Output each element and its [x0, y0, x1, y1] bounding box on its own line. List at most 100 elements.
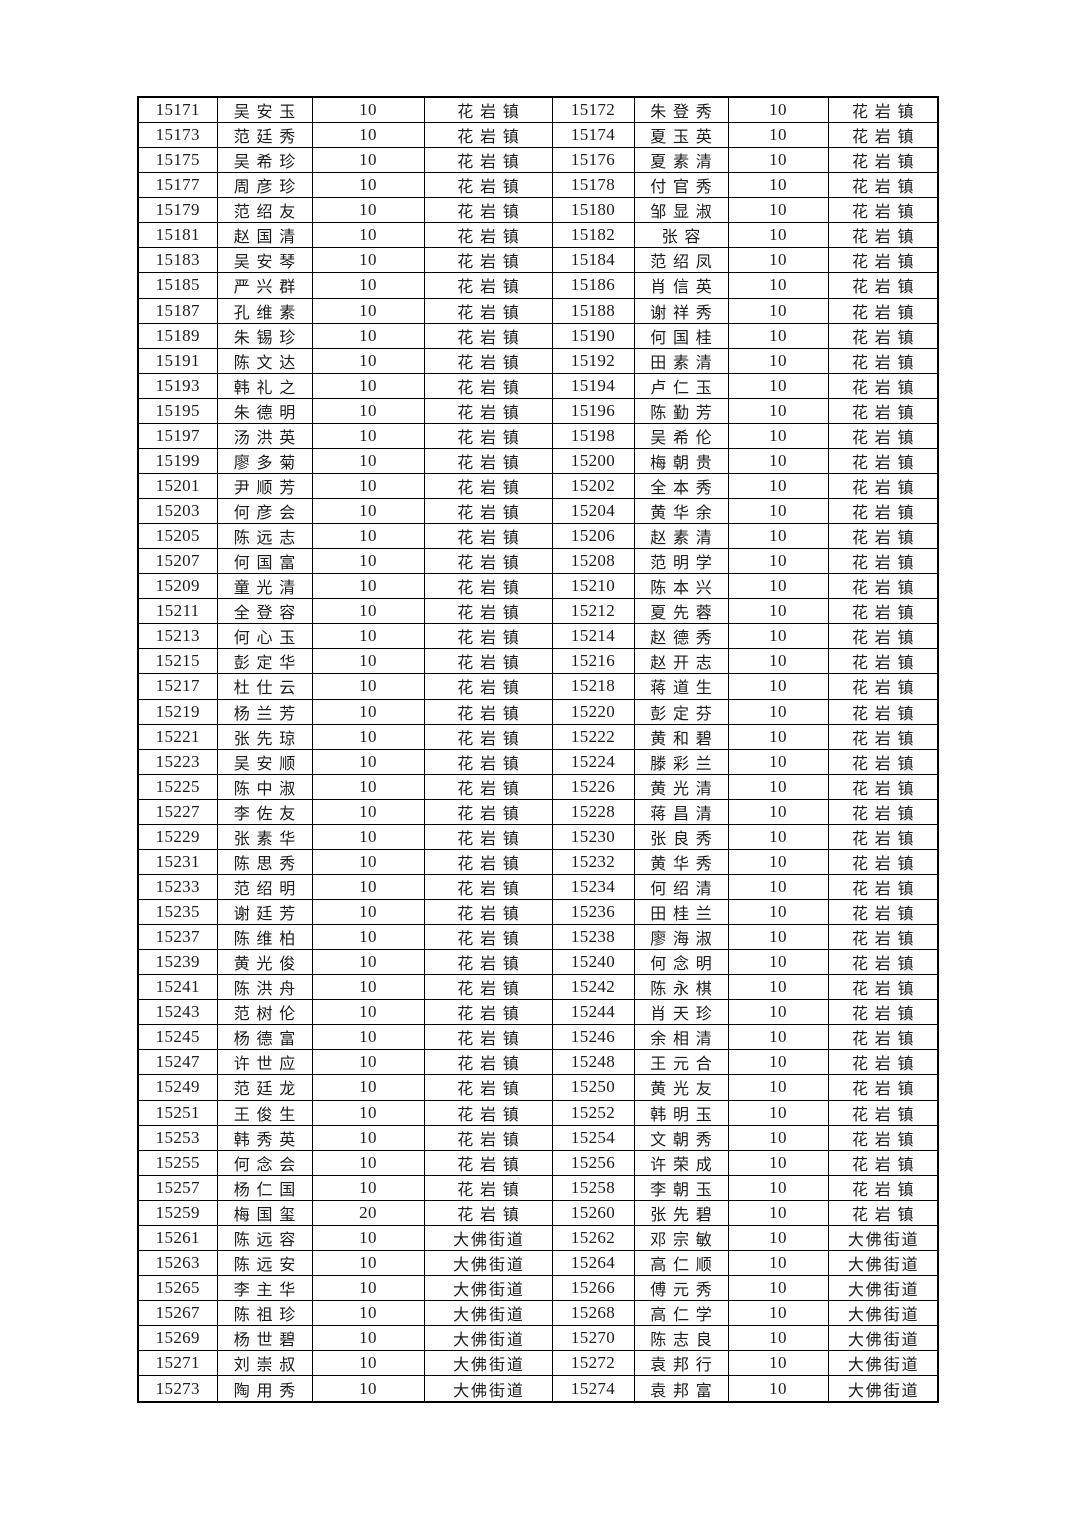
serial-cell: 15245	[137, 1024, 218, 1051]
amount-cell: 10	[727, 949, 829, 976]
name-cell: 何国桂	[633, 322, 729, 349]
name-cell: 陈洪舟	[216, 974, 313, 1001]
amount-cell: 10	[727, 147, 829, 174]
amount-cell: 10	[727, 1149, 829, 1176]
amount-cell: 10	[311, 1174, 425, 1201]
serial-cell: 15185	[137, 272, 218, 299]
amount-cell: 10	[727, 1174, 829, 1201]
amount-cell: 10	[727, 899, 829, 926]
serial-cell: 15242	[551, 974, 635, 1001]
table-row: 15233 范绍明 10 花岩镇 15234 何绍清 10 花岩镇	[137, 873, 939, 901]
amount-cell: 10	[727, 397, 829, 424]
town-cell: 花岩镇	[423, 1174, 553, 1201]
town-cell: 花岩镇	[423, 297, 553, 324]
name-cell: 孔维素	[216, 297, 313, 324]
amount-cell: 10	[727, 1124, 829, 1151]
amount-cell: 10	[727, 698, 829, 725]
table-row: 15215 彭定华 10 花岩镇 15216 赵开志 10 花岩镇	[137, 648, 939, 675]
serial-cell: 15222	[551, 723, 635, 750]
serial-cell: 15269	[137, 1325, 218, 1352]
serial-cell: 15251	[137, 1099, 218, 1126]
serial-cell: 15174	[551, 122, 635, 149]
name-cell: 何国富	[216, 548, 313, 575]
serial-cell: 15181	[137, 222, 218, 249]
amount-cell: 10	[727, 422, 829, 449]
serial-cell: 15214	[551, 623, 635, 650]
serial-cell: 15229	[137, 823, 218, 850]
amount-cell: 10	[311, 848, 425, 875]
table-row: 15209 童光清 10 花岩镇 15210 陈本兴 10 花岩镇	[137, 573, 939, 600]
amount-cell: 10	[311, 1124, 425, 1151]
name-cell: 范树伦	[216, 999, 313, 1026]
name-cell: 张先琼	[216, 723, 313, 750]
amount-cell: 10	[727, 748, 829, 775]
name-cell: 田桂兰	[633, 899, 729, 926]
name-cell: 何念会	[216, 1149, 313, 1176]
name-cell: 陈中淑	[216, 773, 313, 800]
amount-cell: 10	[727, 197, 829, 224]
table-row: 15181 赵国清 10 花岩镇 15182 张容 10 花岩镇	[137, 222, 939, 249]
amount-cell: 10	[311, 347, 425, 374]
town-cell: 花岩镇	[423, 648, 553, 675]
serial-cell: 15249	[137, 1074, 218, 1101]
name-cell: 韩明玉	[633, 1099, 729, 1126]
town-cell: 花岩镇	[423, 122, 553, 149]
amount-cell: 10	[727, 1224, 829, 1251]
town-cell: 花岩镇	[827, 798, 939, 825]
town-cell: 花岩镇	[827, 999, 939, 1026]
town-cell: 花岩镇	[827, 96, 939, 124]
name-cell: 许世应	[216, 1049, 313, 1076]
name-cell: 范绍友	[216, 197, 313, 224]
serial-cell: 15228	[551, 798, 635, 825]
name-cell: 陈远容	[216, 1224, 313, 1251]
town-cell: 花岩镇	[423, 598, 553, 625]
amount-cell: 10	[311, 1049, 425, 1076]
serial-cell: 15179	[137, 197, 218, 224]
town-cell: 大佛街道	[827, 1375, 939, 1403]
town-cell: 大佛街道	[827, 1350, 939, 1377]
amount-cell: 10	[311, 197, 425, 224]
town-cell: 花岩镇	[423, 96, 553, 124]
amount-cell: 10	[311, 773, 425, 800]
town-cell: 花岩镇	[827, 1049, 939, 1076]
amount-cell: 10	[727, 1274, 829, 1302]
amount-cell: 10	[727, 472, 829, 500]
town-cell: 花岩镇	[423, 447, 553, 474]
town-cell: 花岩镇	[827, 498, 939, 525]
amount-cell: 10	[727, 773, 829, 800]
name-cell: 蒋昌清	[633, 798, 729, 825]
amount-cell: 10	[311, 598, 425, 625]
serial-cell: 15171	[137, 96, 218, 124]
town-cell: 花岩镇	[827, 347, 939, 374]
table-row: 15239 黄光俊 10 花岩镇 15240 何念明 10 花岩镇	[137, 949, 939, 976]
serial-cell: 15176	[551, 147, 635, 174]
amount-cell: 10	[727, 1074, 829, 1101]
name-cell: 彭定华	[216, 648, 313, 675]
town-cell: 花岩镇	[423, 472, 553, 500]
amount-cell: 10	[727, 96, 829, 124]
serial-cell: 15238	[551, 924, 635, 951]
table-row: 15227 李佐友 10 花岩镇 15228 蒋昌清 10 花岩镇	[137, 798, 939, 825]
town-cell: 花岩镇	[423, 1199, 553, 1226]
town-cell: 花岩镇	[423, 748, 553, 775]
town-cell: 花岩镇	[423, 673, 553, 700]
town-cell: 花岩镇	[423, 1099, 553, 1126]
name-cell: 夏玉英	[633, 122, 729, 149]
serial-cell: 15210	[551, 573, 635, 600]
town-cell: 花岩镇	[423, 773, 553, 800]
town-cell: 花岩镇	[827, 472, 939, 500]
town-cell: 花岩镇	[827, 197, 939, 224]
serial-cell: 15213	[137, 623, 218, 650]
town-cell: 花岩镇	[827, 523, 939, 550]
table-row: 15265 李主华 10 大佛街道 15266 傅元秀 10 大佛街道	[137, 1274, 939, 1302]
town-cell: 花岩镇	[423, 723, 553, 750]
town-cell: 花岩镇	[827, 823, 939, 850]
amount-cell: 10	[311, 1300, 425, 1327]
table-row: 15259 梅国玺 20 花岩镇 15260 张先碧 10 花岩镇	[137, 1199, 939, 1226]
serial-cell: 15260	[551, 1199, 635, 1226]
name-cell: 赵开志	[633, 648, 729, 675]
town-cell: 花岩镇	[423, 272, 553, 299]
amount-cell: 10	[311, 297, 425, 324]
name-cell: 陈维柏	[216, 924, 313, 951]
town-cell: 花岩镇	[423, 1049, 553, 1076]
